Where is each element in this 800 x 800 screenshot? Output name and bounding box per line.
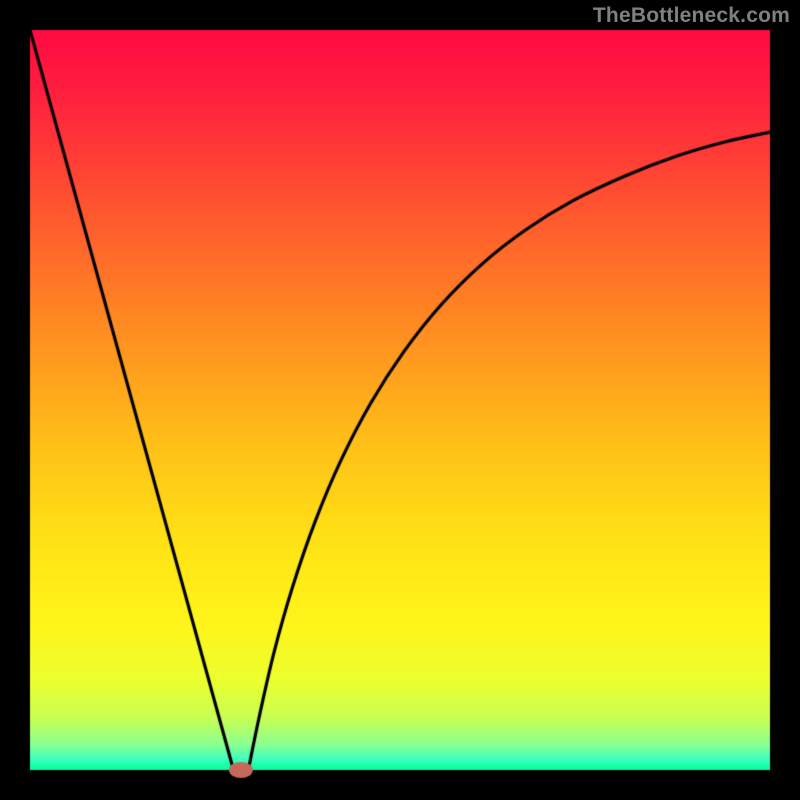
chart-container: { "watermark": { "text": "TheBottleneck.… bbox=[0, 0, 800, 800]
bottleneck-curve-chart bbox=[0, 0, 800, 800]
